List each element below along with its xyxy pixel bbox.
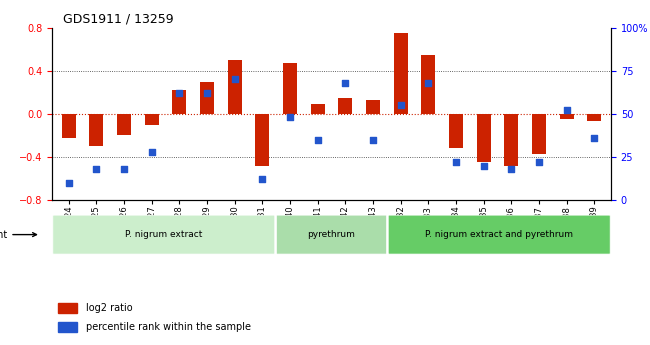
Bar — [532, 114, 546, 154]
Point — [146, 149, 157, 155]
Bar — [560, 114, 574, 119]
Point — [313, 137, 323, 142]
Bar — [89, 114, 103, 146]
Bar — [477, 114, 491, 162]
Bar — [588, 114, 601, 121]
Bar — [58, 303, 77, 313]
Point — [423, 80, 434, 86]
Text: P. nigrum extract and pyrethrum: P. nigrum extract and pyrethrum — [425, 230, 573, 239]
Bar — [145, 114, 159, 125]
Point — [91, 166, 101, 172]
Text: pyrethrum: pyrethrum — [307, 230, 356, 239]
Point — [340, 80, 350, 86]
Point — [534, 159, 544, 165]
Point — [395, 102, 406, 108]
Bar — [172, 90, 186, 114]
FancyBboxPatch shape — [276, 215, 387, 254]
FancyBboxPatch shape — [388, 215, 610, 254]
Text: GDS1911 / 13259: GDS1911 / 13259 — [63, 12, 174, 25]
Bar — [311, 104, 324, 114]
Text: agent: agent — [0, 230, 36, 239]
Bar — [117, 114, 131, 136]
Point — [119, 166, 129, 172]
Bar — [421, 55, 436, 114]
Point — [229, 77, 240, 82]
Bar — [339, 98, 352, 114]
Text: percentile rank within the sample: percentile rank within the sample — [86, 322, 250, 332]
Bar — [255, 114, 269, 166]
FancyBboxPatch shape — [53, 215, 275, 254]
Bar — [58, 322, 77, 332]
Bar — [504, 114, 518, 166]
Point — [174, 90, 185, 96]
Point — [506, 166, 517, 172]
Bar — [394, 33, 408, 114]
Text: log2 ratio: log2 ratio — [86, 303, 132, 313]
Bar — [200, 81, 214, 114]
Point — [64, 180, 74, 186]
Bar — [449, 114, 463, 148]
Bar — [283, 63, 297, 114]
Point — [589, 135, 599, 141]
Point — [451, 159, 462, 165]
Bar — [366, 100, 380, 114]
Bar — [62, 114, 75, 138]
Point — [368, 137, 378, 142]
Bar — [227, 60, 242, 114]
Point — [202, 90, 212, 96]
Point — [257, 177, 268, 182]
Point — [562, 108, 572, 113]
Point — [478, 163, 489, 168]
Point — [285, 115, 295, 120]
Text: P. nigrum extract: P. nigrum extract — [125, 230, 203, 239]
